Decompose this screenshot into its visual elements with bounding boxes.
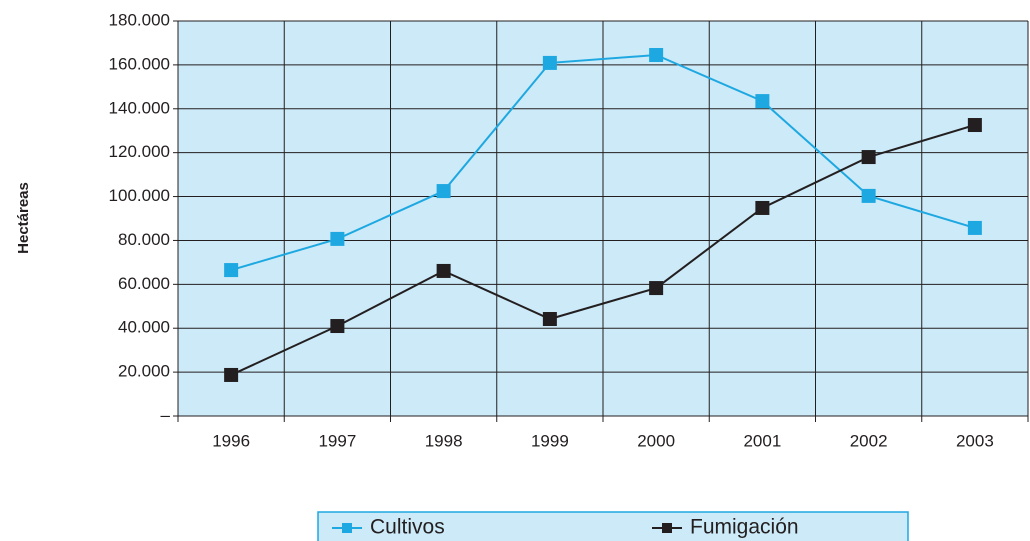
y-tick-label: 80.000 [118, 230, 170, 249]
y-axis-label: Hectáreas [15, 182, 32, 254]
x-tick-label: 1997 [318, 431, 356, 450]
point-marker [861, 188, 876, 203]
y-tick-label: 100.000 [109, 186, 170, 205]
x-tick-label: 2003 [956, 431, 994, 450]
point-marker [755, 200, 770, 215]
x-tick-label: 1999 [531, 431, 569, 450]
point-marker [224, 367, 239, 382]
y-tick-label: 160.000 [109, 54, 170, 73]
y-tick-label: 120.000 [109, 142, 170, 161]
legend-label: Cultivos [370, 516, 445, 539]
point-marker [436, 263, 451, 278]
x-tick-label: 2002 [850, 431, 888, 450]
x-tick-label: 2000 [637, 431, 675, 450]
y-tick-label: 40.000 [118, 318, 170, 337]
y-tick-label: – [161, 405, 171, 424]
point-marker [436, 184, 451, 199]
point-marker [330, 231, 345, 246]
point-marker [224, 263, 239, 278]
series-line [230, 53, 976, 272]
x-tick-label: 1996 [212, 431, 250, 450]
point-marker [649, 281, 664, 296]
point-marker [542, 55, 557, 70]
legend-marker [342, 523, 352, 533]
legend-marker [662, 523, 672, 533]
point-marker [967, 220, 982, 235]
legend-box [317, 511, 909, 541]
point-marker [755, 94, 770, 109]
point-marker [967, 118, 982, 133]
y-tick-label: 140.000 [109, 98, 170, 117]
series-line [230, 124, 976, 376]
y-tick-label: 180.000 [109, 10, 170, 29]
point-marker [649, 48, 664, 63]
x-tick-label: 1998 [425, 431, 463, 450]
x-tick-label: 2001 [743, 431, 781, 450]
point-marker [330, 319, 345, 334]
point-marker [542, 312, 557, 327]
legend-label: Fumigación [690, 516, 799, 539]
y-tick-label: 60.000 [118, 274, 170, 293]
y-tick-label: 20.000 [118, 362, 170, 381]
point-marker [861, 150, 876, 165]
